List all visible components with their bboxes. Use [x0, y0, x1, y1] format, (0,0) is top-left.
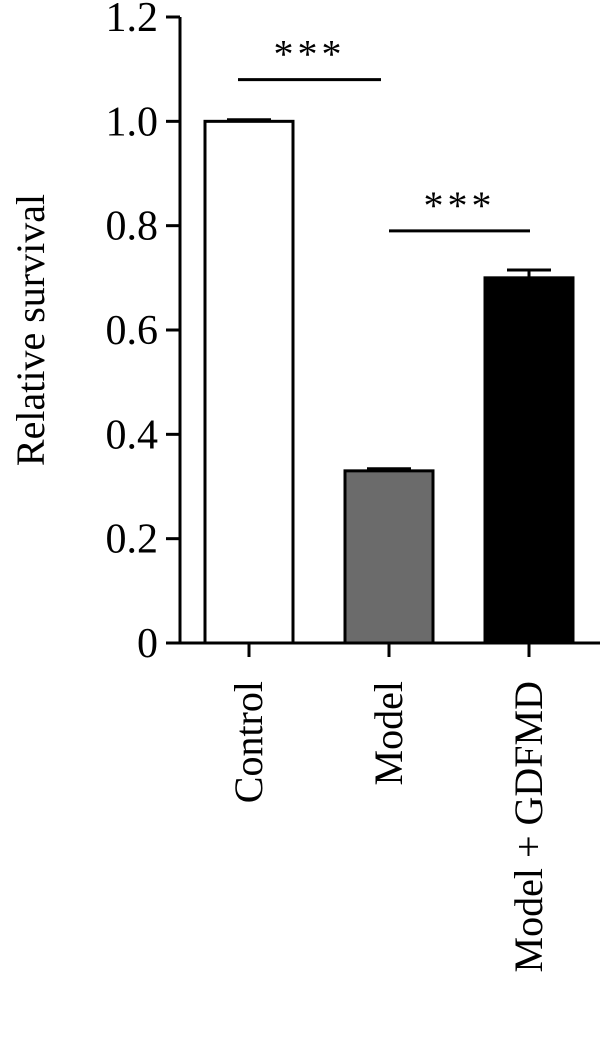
y-tick-label: 1.2: [106, 0, 159, 41]
bar: [203, 119, 295, 645]
y-tick-label: 0.6: [106, 308, 159, 354]
significance-label: ***: [274, 32, 346, 77]
y-tick-label: 0.8: [106, 204, 159, 250]
category-labels: Control Model Model + GDFMD: [226, 681, 551, 972]
bars: [203, 118, 575, 657]
bar: [483, 276, 575, 645]
y-tick-label: 0: [137, 621, 158, 667]
y-tick-label: 1.0: [106, 99, 159, 145]
x-category-label: Control: [226, 681, 271, 803]
y-axis-title-group: Relative survival: [8, 194, 53, 466]
bar: [343, 469, 435, 645]
x-category-label: Model + GDFMD: [506, 681, 551, 972]
y-axis-ticks: 0 0.2 0.4 0.6 0.8 1.0 1.2: [106, 0, 180, 667]
y-tick-label: 0.2: [106, 517, 159, 563]
x-category-label: Model: [366, 681, 411, 785]
significance-markers: *** ***: [238, 32, 530, 233]
axes: [178, 17, 600, 645]
significance-label: ***: [424, 183, 496, 228]
y-tick-label: 0.4: [106, 412, 159, 458]
y-axis-title: Relative survival: [8, 194, 53, 466]
